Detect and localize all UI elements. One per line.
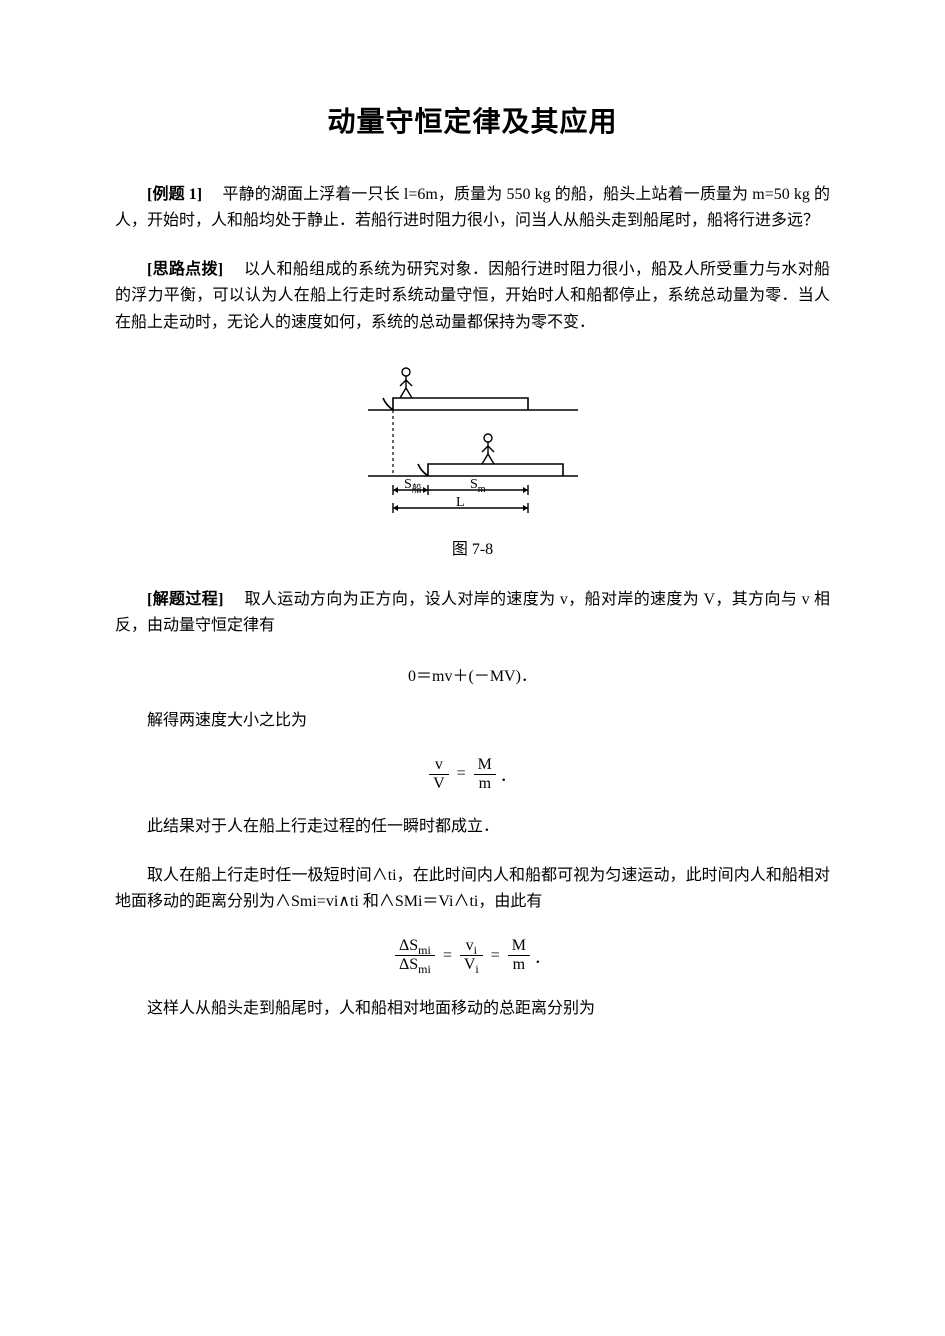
- s-m-label: S: [470, 477, 478, 492]
- eq3-f2-den: V: [464, 956, 476, 973]
- solution-text: 取人运动方向为正方向，设人对岸的速度为 v，船对岸的速度为 V，其方向与 v 相…: [115, 591, 830, 634]
- line-after-eq1: 解得两速度大小之比为: [115, 708, 830, 734]
- equation-3: ΔSmi ΔSmi = vi Vi = M m ．: [115, 937, 830, 973]
- eq3-f1-den-sub: mi: [418, 962, 431, 976]
- eq3-f2-num: v: [466, 937, 474, 954]
- line-after-eq2: 此结果对于人在船上行走过程的任一瞬时都成立．: [115, 814, 830, 840]
- eq3-tail: ．: [534, 944, 550, 968]
- eq3-f1-den: ΔS: [399, 956, 418, 973]
- equation-2: v V = M m ．: [115, 756, 830, 792]
- svg-text:S船: S船: [404, 477, 422, 495]
- s-ship-sub: 船: [411, 482, 421, 495]
- eq2-lhs-num: v: [429, 756, 449, 774]
- page-title: 动量守恒定律及其应用: [115, 100, 830, 140]
- example-1-paragraph: [例题 1] 平静的湖面上浮着一只长 l=6m，质量为 550 kg 的船，船头…: [115, 182, 830, 235]
- svg-text:Sm: Sm: [470, 477, 486, 495]
- eq3-f2-den-sub: i: [475, 962, 478, 976]
- example-1-text: 平静的湖面上浮着一只长 l=6m，质量为 550 kg 的船，船头上站着一质量为…: [115, 186, 830, 229]
- document-page: 动量守恒定律及其应用 [例题 1] 平静的湖面上浮着一只长 l=6m，质量为 5…: [0, 0, 945, 1336]
- eq3-f3-num: M: [508, 937, 530, 955]
- hint-label: [思路点拨]: [147, 261, 223, 278]
- figure-7-8: S船 Sm L 图 7-8: [115, 358, 830, 559]
- final-paragraph: 这样人从船头走到船尾时，人和船相对地面移动的总距离分别为: [115, 996, 830, 1022]
- l-label: L: [456, 495, 465, 510]
- s-m-sub: m: [477, 484, 485, 495]
- eq3-f3-den: m: [508, 955, 530, 974]
- eq2-lhs-den: V: [429, 774, 449, 793]
- hint-text: 以人和船组成的系统为研究对象．因船行进时阻力很小，船及人所受重力与水对船的浮力平…: [115, 261, 830, 331]
- eq2-tail: ．: [500, 762, 516, 786]
- s-ship-label: S: [404, 477, 412, 492]
- solution-paragraph: [解题过程] 取人运动方向为正方向，设人对岸的速度为 v，船对岸的速度为 V，其…: [115, 587, 830, 640]
- solution-label: [解题过程]: [147, 591, 223, 608]
- example-1-label: [例题 1]: [147, 186, 202, 203]
- figure-caption: 图 7-8: [115, 535, 830, 559]
- eq3-f1-num: ΔS: [399, 937, 418, 954]
- hint-paragraph: [思路点拨] 以人和船组成的系统为研究对象．因船行进时阻力很小，船及人所受重力与…: [115, 257, 830, 336]
- equation-1: 0＝mv＋(－MV)．: [115, 662, 830, 686]
- delta-paragraph: 取人在船上行走时任一极短时间∧ti，在此时间内人和船都可视为匀速运动，此时间内人…: [115, 863, 830, 916]
- eq2-rhs-num: M: [474, 756, 496, 774]
- eq2-rhs-den: m: [474, 774, 496, 793]
- boat-person-diagram-icon: S船 Sm L: [358, 358, 588, 528]
